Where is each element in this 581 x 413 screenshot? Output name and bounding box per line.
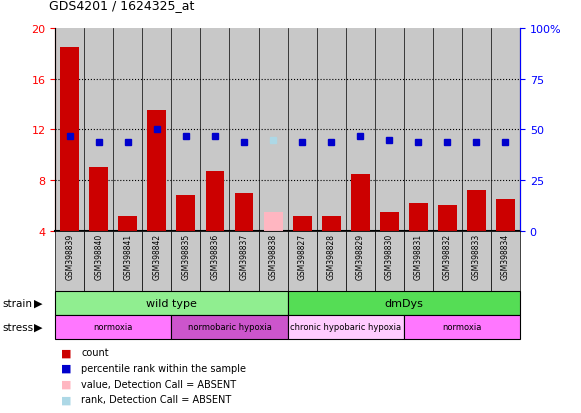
Bar (288, 291, 520, 315)
Bar (206, 172, 224, 231)
Bar (375, 29, 404, 231)
Text: dmDys: dmDys (385, 298, 423, 308)
Text: GSM398836: GSM398836 (210, 233, 220, 279)
Bar (491, 231, 520, 291)
Bar (259, 29, 288, 231)
Bar (404, 315, 520, 339)
Bar (259, 231, 288, 291)
Text: GSM398827: GSM398827 (297, 233, 307, 279)
Text: GSM398842: GSM398842 (152, 233, 162, 279)
Bar (113, 29, 142, 231)
Text: GSM398841: GSM398841 (123, 233, 132, 279)
Text: GSM398839: GSM398839 (65, 233, 74, 279)
Bar (433, 29, 462, 231)
Bar (171, 315, 288, 339)
Bar (491, 29, 520, 231)
Bar (264, 212, 282, 231)
Text: normoxia: normoxia (94, 323, 133, 332)
Bar (404, 231, 433, 291)
Bar (346, 29, 375, 231)
Bar (171, 29, 200, 231)
Text: ■: ■ (61, 394, 71, 404)
Bar (171, 231, 200, 291)
Bar (351, 174, 370, 231)
Bar (229, 231, 259, 291)
Text: GDS4201 / 1624325_at: GDS4201 / 1624325_at (49, 0, 195, 12)
Bar (55, 29, 84, 231)
Bar (119, 216, 137, 231)
Text: ■: ■ (61, 347, 71, 357)
Bar (55, 231, 84, 291)
Text: GSM398832: GSM398832 (443, 233, 452, 279)
Bar (317, 231, 346, 291)
Text: value, Detection Call = ABSENT: value, Detection Call = ABSENT (81, 379, 236, 389)
Bar (200, 231, 229, 291)
Bar (293, 216, 311, 231)
Bar (148, 111, 166, 231)
Bar (467, 191, 486, 231)
Text: strain: strain (3, 298, 33, 308)
Bar (404, 29, 433, 231)
Bar (322, 216, 340, 231)
Text: ▶: ▶ (34, 298, 42, 308)
Bar (317, 29, 346, 231)
Bar (229, 29, 259, 231)
Bar (55, 315, 171, 339)
Text: count: count (81, 347, 109, 357)
Bar (84, 231, 113, 291)
Text: percentile rank within the sample: percentile rank within the sample (81, 363, 246, 373)
Text: GSM398828: GSM398828 (327, 233, 336, 279)
Bar (60, 48, 79, 231)
Text: GSM398830: GSM398830 (385, 233, 394, 279)
Text: normobaric hypoxia: normobaric hypoxia (188, 323, 271, 332)
Bar (200, 29, 229, 231)
Bar (375, 231, 404, 291)
Text: GSM398837: GSM398837 (239, 233, 249, 279)
Bar (142, 231, 171, 291)
Bar (462, 29, 491, 231)
Bar (409, 204, 428, 231)
Bar (84, 29, 113, 231)
Text: wild type: wild type (146, 298, 197, 308)
Text: GSM398838: GSM398838 (268, 233, 278, 279)
Bar (89, 168, 108, 231)
Text: GSM398835: GSM398835 (181, 233, 191, 279)
Text: GSM398833: GSM398833 (472, 233, 481, 279)
Text: chronic hypobaric hypoxia: chronic hypobaric hypoxia (290, 323, 401, 332)
Bar (177, 196, 195, 231)
Bar (433, 231, 462, 291)
Bar (496, 199, 515, 231)
Bar (288, 29, 317, 231)
Text: GSM398834: GSM398834 (501, 233, 510, 279)
Bar (113, 231, 142, 291)
Bar (288, 315, 404, 339)
Text: normoxia: normoxia (442, 323, 482, 332)
Bar (142, 29, 171, 231)
Text: GSM398831: GSM398831 (414, 233, 423, 279)
Bar (288, 231, 317, 291)
Text: ■: ■ (61, 379, 71, 389)
Bar (380, 212, 399, 231)
Bar (438, 206, 457, 231)
Text: ■: ■ (61, 363, 71, 373)
Text: stress: stress (3, 322, 34, 332)
Bar (346, 231, 375, 291)
Text: rank, Detection Call = ABSENT: rank, Detection Call = ABSENT (81, 394, 232, 404)
Bar (462, 231, 491, 291)
Text: GSM398840: GSM398840 (94, 233, 103, 279)
Text: GSM398829: GSM398829 (356, 233, 365, 279)
Bar (235, 193, 253, 231)
Text: ▶: ▶ (34, 322, 42, 332)
Bar (55, 291, 288, 315)
